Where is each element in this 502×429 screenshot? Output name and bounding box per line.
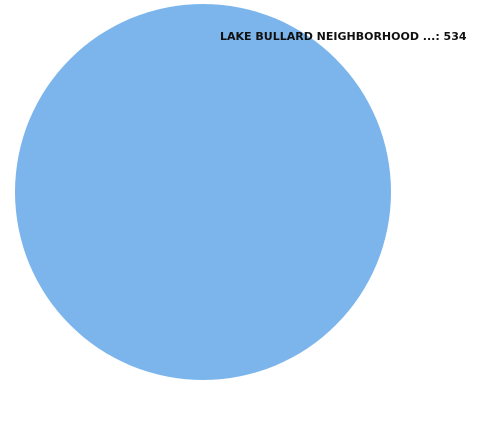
label-connectors xyxy=(202,3,216,37)
slice-label-0: LAKE BULLARD NEIGHBORHOOD ...: 534 xyxy=(220,30,467,43)
pie-slice-0[interactable] xyxy=(15,4,391,380)
pie-slices xyxy=(15,4,391,380)
slice-labels: LAKE BULLARD NEIGHBORHOOD ...: 534 xyxy=(220,30,467,43)
label-connector-0 xyxy=(202,3,216,37)
